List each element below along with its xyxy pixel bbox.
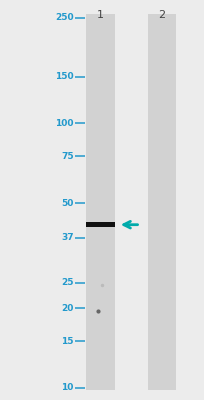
Bar xyxy=(86,14,114,390)
Text: 25: 25 xyxy=(61,278,73,287)
Text: 50: 50 xyxy=(61,198,73,208)
Text: 37: 37 xyxy=(61,233,73,242)
Bar xyxy=(147,14,175,390)
Text: 250: 250 xyxy=(55,14,73,22)
Text: 150: 150 xyxy=(55,72,73,81)
Text: 20: 20 xyxy=(61,304,73,313)
Text: 15: 15 xyxy=(61,337,73,346)
Text: 75: 75 xyxy=(61,152,73,161)
Bar xyxy=(86,222,114,227)
Text: 1: 1 xyxy=(96,10,103,20)
Text: 10: 10 xyxy=(61,384,73,392)
Text: 100: 100 xyxy=(55,119,73,128)
Text: 2: 2 xyxy=(158,10,165,20)
